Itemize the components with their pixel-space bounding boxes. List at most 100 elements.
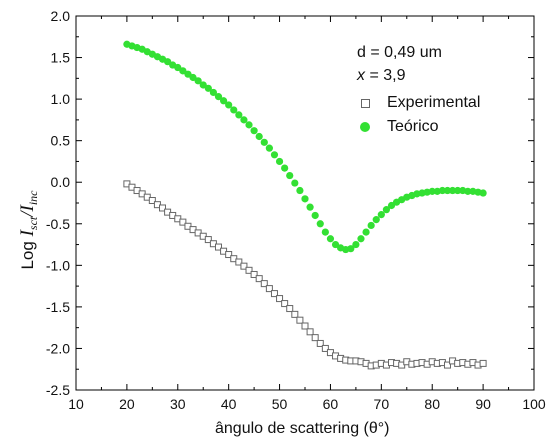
teorico-point — [179, 67, 187, 75]
y-tick-label: 0.0 — [51, 174, 71, 190]
teorico-point — [296, 186, 304, 195]
teorico-point — [326, 235, 335, 243]
teorico-point — [275, 157, 284, 166]
teorico-point — [479, 189, 487, 197]
teorico-point — [260, 138, 268, 146]
experimental-point — [321, 344, 329, 352]
annotation-diameter: d = 0,49 um — [357, 44, 442, 61]
teorico-point — [443, 186, 452, 195]
teorico-point — [301, 195, 309, 203]
teorico-point — [321, 228, 329, 236]
legend: Experimental Teórico — [357, 91, 480, 139]
experimental-point — [276, 295, 284, 303]
experimental-point — [255, 275, 263, 283]
y-axis-label-sub1: sct — [26, 216, 40, 231]
experimental-point — [214, 243, 222, 251]
teorico-point — [352, 240, 360, 249]
teorico-point — [316, 220, 324, 228]
teorico-point — [286, 171, 294, 180]
teorico-point — [219, 97, 228, 105]
teorico-point — [164, 58, 172, 66]
experimental-point — [286, 305, 294, 313]
y-axis-label-i1: I — [17, 230, 38, 237]
teorico-point — [372, 216, 380, 224]
experimental-point — [159, 204, 167, 212]
y-axis-label-sub2: inc — [26, 190, 40, 206]
experimental-point — [479, 359, 487, 367]
teorico-point — [428, 187, 436, 195]
teorico-point — [204, 84, 212, 92]
experimental-point — [270, 290, 278, 298]
legend-square-marker — [361, 99, 370, 108]
teorico-point — [448, 186, 457, 195]
x-tick-label: 30 — [170, 396, 186, 412]
teorico-point — [214, 93, 223, 101]
annotation-x-value: = 3,9 — [365, 67, 406, 84]
experimental-point — [301, 322, 309, 330]
teorico-point — [209, 88, 217, 97]
y-axis-label-slash: / — [17, 211, 38, 217]
teorico-point — [235, 111, 243, 119]
teorico-point — [240, 116, 248, 124]
x-axis-label: ângulo de scattering (θ°) — [215, 420, 390, 437]
teorico-point — [270, 151, 279, 159]
x-tick-label: 90 — [475, 396, 491, 412]
teorico-point — [194, 77, 202, 85]
x-tick-label: 70 — [374, 396, 390, 412]
teorico-point — [311, 211, 319, 220]
y-axis-label-wrap: Log Isct/Iinc — [14, 150, 44, 310]
teorico-point — [245, 121, 253, 129]
y-tick-label: 0.5 — [51, 133, 71, 149]
experimental-point — [265, 285, 273, 293]
y-axis-label: Log Isct/Iinc — [17, 190, 41, 269]
x-tick-label: 50 — [272, 396, 288, 412]
teorico-point — [438, 186, 446, 195]
teorico-point — [255, 132, 263, 141]
experimental-point — [225, 251, 233, 259]
teorico-point — [230, 106, 238, 114]
y-tick-label: -1.5 — [46, 299, 70, 315]
y-tick-label: 1.5 — [51, 50, 71, 66]
y-tick-label: -0.5 — [46, 216, 70, 232]
experimental-point — [204, 236, 212, 244]
experimental-point — [296, 316, 304, 324]
annotation-x-variable: x — [357, 67, 365, 84]
plot-frame — [75, 15, 535, 391]
teorico-point — [250, 127, 258, 135]
teorico-point — [291, 179, 299, 187]
data-marks — [123, 40, 487, 370]
teorico-point — [281, 164, 289, 172]
teorico-point — [331, 240, 340, 249]
teorico-point — [387, 201, 396, 210]
axis-ticks: 10 20 30 40 50 60 70 80 90 100 -2.5 -2.0 -1.5 -1.0 -0.… — [46, 8, 546, 412]
experimental-point — [245, 266, 253, 274]
x-tick-label: 20 — [119, 396, 135, 412]
teorico-point — [174, 63, 182, 72]
teorico-point — [347, 245, 355, 253]
teorico-point — [454, 186, 462, 195]
teorico-point — [189, 73, 197, 82]
teorico-point — [225, 101, 233, 109]
y-tick-label: -2.5 — [46, 382, 70, 398]
teorico-point — [464, 187, 472, 195]
experimental-point — [281, 300, 289, 308]
x-tick-label: 100 — [522, 396, 546, 412]
experimental-point — [311, 334, 319, 342]
y-tick-label: -2.0 — [46, 340, 70, 356]
teorico-point — [377, 211, 385, 219]
experimental-point — [316, 339, 324, 347]
legend-label-teorico: Teórico — [387, 118, 439, 135]
experimental-point — [148, 197, 156, 205]
experimental-point — [291, 310, 299, 318]
teorico-point — [306, 203, 314, 211]
legend-circle-marker — [360, 122, 370, 132]
y-tick-label: -1.0 — [46, 257, 70, 273]
y-axis-label-i2: I — [17, 205, 38, 212]
experimental-point — [260, 280, 268, 288]
teorico-point — [184, 70, 192, 78]
experimental-point — [443, 361, 451, 369]
experimental-point — [306, 328, 314, 336]
legend-label-experimental: Experimental — [387, 94, 481, 111]
teorico-point — [362, 228, 370, 236]
